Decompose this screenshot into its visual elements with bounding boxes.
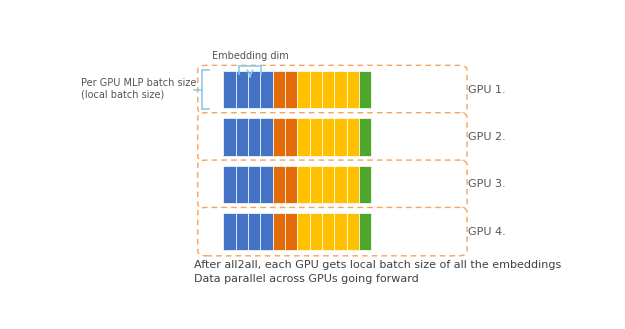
Bar	[285, 213, 298, 250]
Bar	[236, 165, 248, 203]
FancyBboxPatch shape	[198, 113, 467, 161]
Bar	[298, 165, 309, 203]
Bar	[261, 213, 272, 250]
FancyBboxPatch shape	[198, 208, 467, 256]
Bar	[298, 118, 309, 156]
Bar	[298, 213, 309, 250]
Bar	[272, 213, 285, 250]
Bar	[248, 213, 261, 250]
Bar	[224, 213, 236, 250]
Bar	[334, 71, 346, 108]
FancyBboxPatch shape	[198, 65, 467, 114]
Bar	[298, 71, 309, 108]
Bar	[334, 213, 346, 250]
Bar	[248, 165, 261, 203]
Bar	[261, 165, 272, 203]
FancyBboxPatch shape	[198, 160, 467, 209]
Bar	[261, 118, 272, 156]
Text: Embedding dim: Embedding dim	[212, 51, 289, 61]
Bar	[334, 118, 346, 156]
Bar	[236, 71, 248, 108]
Bar	[309, 71, 322, 108]
Bar	[285, 71, 298, 108]
Bar	[236, 118, 248, 156]
Bar	[359, 213, 371, 250]
Bar	[309, 213, 322, 250]
Bar	[359, 118, 371, 156]
Bar	[346, 118, 359, 156]
Bar	[224, 71, 236, 108]
Text: GPU 4.: GPU 4.	[468, 227, 506, 237]
Text: Per GPU MLP batch size
(local batch size): Per GPU MLP batch size (local batch size…	[81, 78, 196, 100]
Text: After all2all, each GPU gets local batch size of all the embeddings: After all2all, each GPU gets local batch…	[194, 260, 562, 270]
Bar	[248, 71, 261, 108]
Bar	[346, 71, 359, 108]
Bar	[224, 118, 236, 156]
Text: GPU 3.: GPU 3.	[468, 179, 506, 189]
Text: GPU 1.: GPU 1.	[468, 85, 506, 94]
Bar	[309, 118, 322, 156]
Bar	[359, 71, 371, 108]
Text: GPU 2.: GPU 2.	[468, 132, 506, 142]
Bar	[322, 118, 334, 156]
Bar	[285, 118, 298, 156]
Bar	[261, 71, 272, 108]
Bar	[272, 118, 285, 156]
Bar	[359, 165, 371, 203]
Bar	[272, 71, 285, 108]
Bar	[346, 165, 359, 203]
Text: Data parallel across GPUs going forward: Data parallel across GPUs going forward	[194, 274, 419, 284]
Bar	[248, 118, 261, 156]
Bar	[285, 165, 298, 203]
Bar	[322, 71, 334, 108]
Bar	[236, 213, 248, 250]
Bar	[334, 165, 346, 203]
Bar	[224, 165, 236, 203]
Bar	[322, 213, 334, 250]
Bar	[309, 165, 322, 203]
Bar	[346, 213, 359, 250]
Bar	[272, 165, 285, 203]
Bar	[322, 165, 334, 203]
